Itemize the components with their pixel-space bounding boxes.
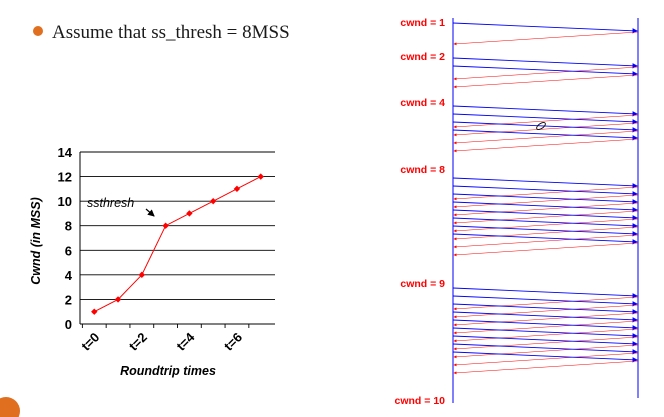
ack-arrow [453,218,639,233]
data-packet-arrow [452,193,638,205]
ack-arrow [453,328,639,343]
data-packet-arrow [452,233,638,245]
ack-arrow [453,234,639,249]
ack-arrow [453,186,639,201]
ack-arrow [453,312,639,327]
ack-arrow [453,242,639,257]
cwnd-series-line [94,176,261,313]
ack-arrow [453,130,639,145]
data-packet-arrow [452,57,638,69]
ack-arrow [453,114,639,129]
data-packet-arrow [452,209,638,221]
ack-arrow [453,226,639,241]
x-tick-labels: t=0 t=2 t=4 t=6 [78,329,245,354]
cwnd-label: cwnd = 8 [400,164,445,176]
packet-arrows [452,22,639,375]
ack-arrow [453,210,639,225]
x-tick-label: t=6 [221,330,245,354]
data-point [162,222,169,229]
data-packet-arrow [452,351,638,363]
x-tick-label: t=0 [78,330,102,354]
lost-packet-marker [536,122,546,130]
data-point [209,197,217,205]
data-packet-arrow [452,335,638,347]
x-tick-label: t=4 [173,329,198,354]
y-tick-label: 2 [65,292,72,307]
ack-arrow [453,122,639,137]
data-packet-arrow [452,319,638,331]
ack-arrow [453,31,639,46]
y-tick-label: 8 [65,219,72,234]
y-tick-labels: 0 2 4 6 8 10 12 14 [58,145,73,332]
ssthresh-annotation: ssthresh [87,196,134,210]
data-packet-arrow [452,113,638,125]
data-point [233,185,241,193]
cwnd-label: cwnd = 1 [400,17,445,29]
ack-arrow [453,202,639,217]
data-packet-arrow [452,343,638,355]
data-packet-arrow [452,129,638,141]
ack-arrow [453,138,639,153]
data-packet-arrow [452,225,638,237]
y-tick-label: 0 [65,317,72,332]
y-tick-label: 12 [58,170,72,185]
ack-arrow [453,336,639,351]
data-point [114,296,122,303]
data-point [257,173,264,180]
ack-arrow [453,66,639,81]
y-axis-title: Cwnd (in MSS) [29,197,43,285]
ack-arrow [453,352,639,367]
sequence-timeline: cwnd = 1 cwnd = 2 cwnd = 4 cwnd = 8 cwnd = 9… [395,17,639,407]
x-axis-title: Roundtrip times [120,364,216,378]
ack-arrow [453,304,639,319]
cwnd-label: cwnd = 9 [400,278,445,290]
cwnd-label: cwnd = 10 [395,395,446,407]
data-packet-arrow [452,185,638,197]
data-packet-arrow [452,65,638,77]
cwnd-label: cwnd = 4 [400,97,445,109]
page-badge [0,397,20,417]
ack-arrow [453,194,639,209]
ack-arrow [453,296,639,311]
y-tick-label: 6 [65,243,72,258]
data-point [138,271,146,279]
data-point [91,308,98,315]
data-packet-arrow [452,201,638,213]
data-point [186,210,193,217]
cwnd-chart: 0 2 4 6 8 10 12 14 t=0 t=2 t=4 t=6 ssthresh Cwnd (… [29,145,275,378]
data-packet-arrow [452,311,638,323]
data-packet-arrow [452,287,638,299]
data-packet-arrow [452,295,638,307]
ack-arrow [453,360,639,375]
ack-arrow [453,344,639,359]
bullet-text: Assume that ss_thresh = 8MSS [52,22,290,43]
y-tick-label: 4 [65,268,73,283]
chart-gridlines [79,151,275,328]
data-packet-arrow [452,22,638,34]
ack-arrow [453,320,639,335]
ack-arrow [453,74,639,89]
x-tick-label: t=2 [126,330,150,354]
cwnd-labels: cwnd = 1 cwnd = 2 cwnd = 4 cwnd = 8 cwnd = 9… [395,17,446,407]
data-packet-arrow [452,177,638,189]
cwnd-series-points [91,173,264,315]
data-packet-arrow [452,217,638,229]
cwnd-label: cwnd = 2 [400,51,445,63]
bullet-dot [33,26,43,36]
data-packet-arrow [452,105,638,117]
data-packet-arrow [452,327,638,339]
data-packet-arrow [452,303,638,315]
y-tick-label: 10 [58,194,72,209]
ssthresh-annotation-arrow [145,208,155,217]
y-tick-label: 14 [58,145,73,160]
